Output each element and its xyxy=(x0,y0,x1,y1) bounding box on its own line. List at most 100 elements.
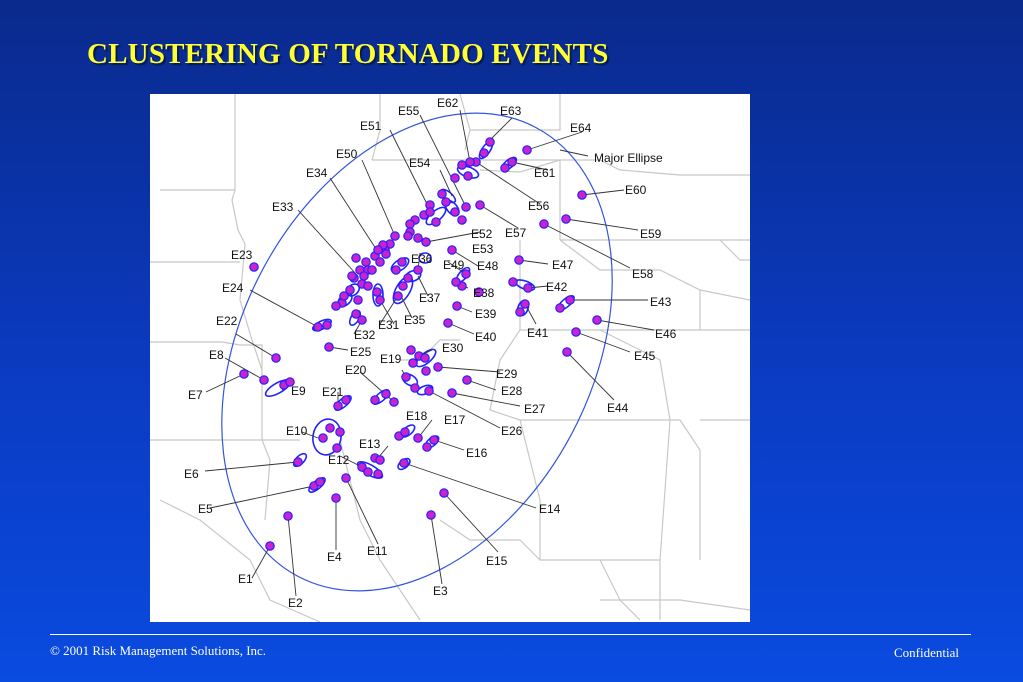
tornado-event-dot xyxy=(372,287,382,297)
tornado-event-dot xyxy=(361,257,371,267)
event-label: E2 xyxy=(288,596,303,610)
tornado-event-dot xyxy=(333,401,343,411)
tornado-event-dot xyxy=(431,217,441,227)
tornado-event-dot xyxy=(577,190,587,200)
tornado-event-dot xyxy=(293,457,303,467)
event-label: E7 xyxy=(188,388,203,402)
event-label: E57 xyxy=(505,226,527,240)
leader-lines xyxy=(204,109,655,597)
tornado-event-dot xyxy=(451,277,461,287)
tornado-event-dot xyxy=(341,473,351,483)
event-label: E51 xyxy=(360,119,382,133)
event-label: E1 xyxy=(238,572,253,586)
event-label: E43 xyxy=(650,295,672,309)
tornado-event-dot xyxy=(433,362,443,372)
tornado-event-dot xyxy=(461,269,471,279)
tornado-event-dot xyxy=(413,433,423,443)
event-label: E25 xyxy=(350,345,372,359)
tornado-event-dot xyxy=(357,462,367,472)
event-label: E40 xyxy=(475,330,497,344)
event-label: E31 xyxy=(378,318,400,332)
tornado-event-dot xyxy=(271,353,281,363)
state-boundaries xyxy=(150,94,750,622)
event-label: E8 xyxy=(209,348,224,362)
event-label: E32 xyxy=(354,328,376,342)
tornado-event-dot xyxy=(450,173,460,183)
event-label: E33 xyxy=(272,200,294,214)
footer-divider xyxy=(50,634,971,635)
event-label: E63 xyxy=(500,104,522,118)
tornado-event-dot xyxy=(479,148,489,158)
event-label: E49 xyxy=(443,258,465,272)
event-label: E10 xyxy=(286,424,308,438)
event-labels: E1 E2 E3 E4 E5 E6 E7 E8 E9 E10 E11 E12 E13 E14 E15 E16 E… xyxy=(184,96,677,610)
tornado-event-dot xyxy=(363,467,373,477)
event-label: E52 xyxy=(471,227,493,241)
event-label: E53 xyxy=(472,242,494,256)
tornado-event-dot xyxy=(339,291,349,301)
tornado-event-dot xyxy=(331,301,341,311)
tornado-event-dot xyxy=(465,157,475,167)
tornado-event-dot xyxy=(522,145,532,155)
tornado-event-dot xyxy=(322,320,332,330)
tornado-event-dot xyxy=(450,207,460,217)
tornado-event-dot xyxy=(439,488,449,498)
tornado-event-dot xyxy=(375,257,385,267)
major-ellipse-label: Major Ellipse xyxy=(594,151,663,165)
event-label: E44 xyxy=(607,401,629,415)
tornado-event-dot xyxy=(461,202,471,212)
event-label: E62 xyxy=(437,96,459,110)
event-label: E60 xyxy=(625,183,647,197)
tornado-event-dot xyxy=(351,309,361,319)
event-label: E41 xyxy=(527,326,549,340)
event-label: E36 xyxy=(411,252,433,266)
tornado-event-dot xyxy=(313,322,323,332)
tornado-event-dot xyxy=(571,327,581,337)
tornado-event-dot xyxy=(562,347,572,357)
tornado-event-dot xyxy=(555,303,565,313)
event-label: E50 xyxy=(336,147,358,161)
tornado-event-dot xyxy=(331,493,341,503)
tornado-event-dot xyxy=(249,262,259,272)
tornado-event-dot xyxy=(324,342,334,352)
confidential-text: Confidential xyxy=(894,645,959,660)
tornado-event-dot xyxy=(359,271,369,281)
event-label: E12 xyxy=(328,453,350,467)
tornado-event-dot xyxy=(410,383,420,393)
tornado-event-dot xyxy=(413,265,423,275)
tornado-event-dot xyxy=(381,389,391,399)
event-label: E48 xyxy=(477,259,499,273)
event-label: E64 xyxy=(570,121,592,135)
event-label: E3 xyxy=(433,584,448,598)
tornado-event-dot xyxy=(265,541,275,551)
tornado-event-dot xyxy=(341,395,351,405)
tornado-event-dot xyxy=(523,283,533,293)
tornado-event-dot xyxy=(457,215,467,225)
event-label: E59 xyxy=(640,227,662,241)
tornado-event-dot xyxy=(422,442,432,452)
tornado-event-dot xyxy=(443,318,453,328)
event-label: E18 xyxy=(406,409,428,423)
tornado-event-dot xyxy=(403,231,413,241)
event-label: E29 xyxy=(496,367,518,381)
event-label: E35 xyxy=(404,313,426,327)
tornado-event-dot xyxy=(424,386,434,396)
tornado-event-dot xyxy=(315,477,325,487)
tornado-event-dot xyxy=(405,219,415,229)
tornado-event-dot xyxy=(318,433,328,443)
event-label: E20 xyxy=(345,363,367,377)
tornado-event-dot xyxy=(437,189,447,199)
event-label: E16 xyxy=(466,446,488,460)
tornado-event-dot xyxy=(393,291,403,301)
tornado-event-dot xyxy=(500,163,510,173)
event-label: E46 xyxy=(655,327,677,341)
copyright-text: © 2001 Risk Management Solutions, Inc. xyxy=(50,643,267,658)
event-label: E9 xyxy=(291,384,306,398)
tornado-event-dot xyxy=(515,307,525,317)
tornado-event-dot xyxy=(463,171,473,181)
event-label: E21 xyxy=(322,385,344,399)
tornado-cluster-map: E1 E2 E3 E4 E5 E6 E7 E8 E9 E10 E11 E12 E13 E14 E15 E16 E… xyxy=(150,94,750,622)
event-label: E58 xyxy=(632,267,654,281)
tornado-event-dot xyxy=(390,231,400,241)
tornado-event-dot xyxy=(351,253,361,263)
